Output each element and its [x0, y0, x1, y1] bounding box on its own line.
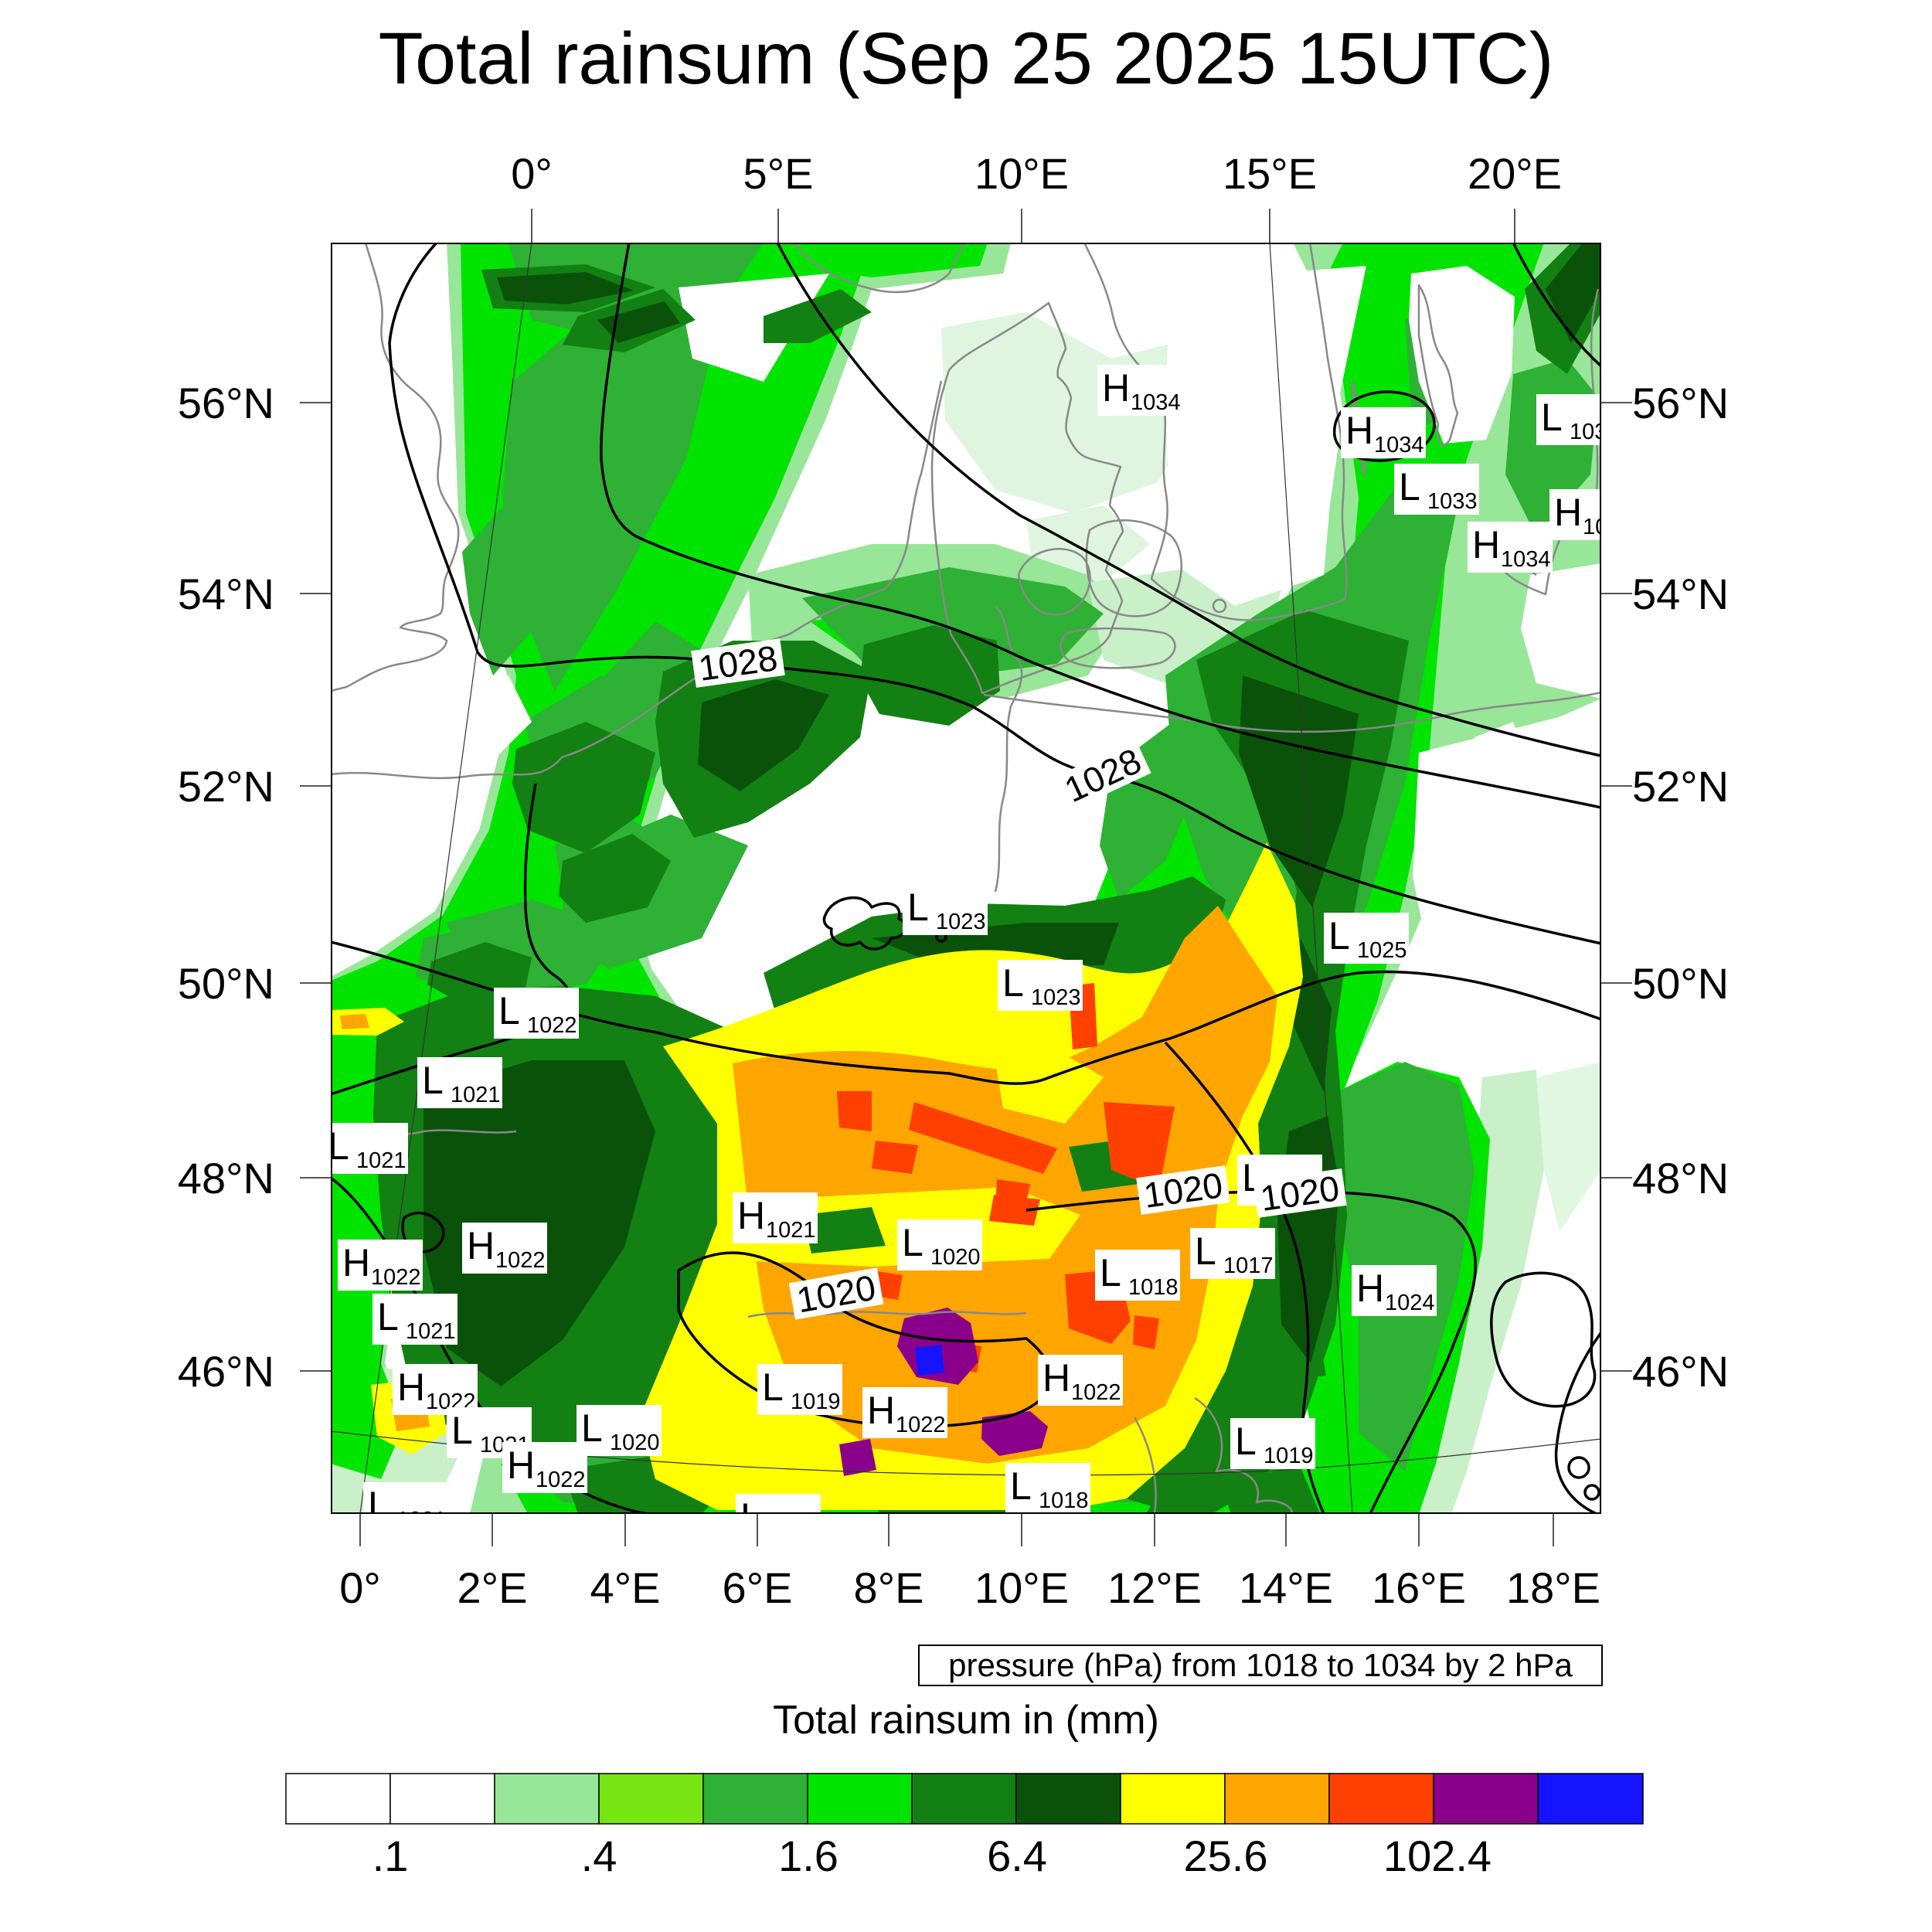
svg-text:1022: 1022: [1071, 1380, 1121, 1405]
svg-text:L: L: [368, 1484, 389, 1514]
svg-text:L: L: [377, 1295, 399, 1338]
svg-text:1023: 1023: [1031, 985, 1081, 1010]
svg-text:1017: 1017: [1223, 1253, 1274, 1278]
svg-text:1022: 1022: [896, 1413, 946, 1437]
svg-text:1020: 1020: [610, 1430, 660, 1455]
svg-text:H: H: [397, 1366, 425, 1409]
svg-text:1022: 1022: [495, 1248, 546, 1273]
svg-text:H: H: [1554, 491, 1582, 534]
svg-text:1021: 1021: [396, 1508, 447, 1514]
svg-text:L: L: [581, 1406, 603, 1450]
svg-text:L: L: [331, 1124, 349, 1168]
svg-text:L: L: [1195, 1230, 1216, 1273]
svg-text:H: H: [867, 1389, 895, 1432]
svg-text:1034: 1034: [1131, 390, 1181, 415]
svg-text:H: H: [1356, 1267, 1384, 1310]
svg-text:1023: 1023: [936, 910, 986, 934]
svg-text:1034: 1034: [1374, 433, 1424, 457]
svg-text:L: L: [762, 1366, 784, 1409]
svg-text:L: L: [422, 1059, 444, 1102]
svg-text:L: L: [1010, 1464, 1032, 1508]
svg-text:L: L: [907, 886, 929, 929]
svg-text:H: H: [737, 1194, 765, 1237]
svg-text:H: H: [1345, 409, 1373, 452]
svg-text:1024: 1024: [1385, 1291, 1435, 1315]
svg-text:1022: 1022: [536, 1468, 586, 1492]
svg-text:1021: 1021: [451, 1083, 501, 1107]
svg-text:L: L: [1235, 1420, 1257, 1463]
svg-text:H: H: [1102, 366, 1130, 410]
svg-text:H: H: [1043, 1356, 1070, 1400]
svg-text:H: H: [342, 1241, 370, 1284]
svg-text:L: L: [498, 989, 520, 1032]
svg-text:L: L: [1328, 914, 1350, 957]
svg-text:1021: 1021: [406, 1319, 456, 1344]
svg-text:1034: 1034: [1501, 547, 1551, 572]
svg-text:H: H: [507, 1444, 535, 1487]
svg-text:1033: 1033: [1427, 489, 1478, 514]
svg-text:H: H: [467, 1224, 495, 1267]
svg-text:1025: 1025: [1357, 938, 1407, 963]
svg-text:L: L: [451, 1409, 473, 1452]
svg-text:1022: 1022: [371, 1265, 421, 1290]
svg-text:1034: 1034: [1583, 515, 1601, 539]
svg-text:H: H: [1472, 523, 1500, 566]
svg-text:L: L: [902, 1221, 923, 1264]
svg-text:L: L: [1100, 1251, 1121, 1294]
svg-text:1021: 1021: [766, 1218, 816, 1243]
svg-text:L: L: [1002, 961, 1024, 1005]
svg-text:L: L: [1541, 396, 1563, 439]
svg-text:1034: 1034: [1570, 420, 1601, 444]
svg-text:1021: 1021: [356, 1148, 406, 1173]
svg-text:1020: 1020: [930, 1245, 981, 1270]
svg-text:1019: 1019: [791, 1389, 841, 1414]
svg-text:L: L: [1399, 465, 1420, 509]
svg-text:1019: 1019: [1264, 1444, 1314, 1468]
svg-text:1018: 1018: [1039, 1488, 1089, 1513]
svg-text:1022: 1022: [527, 1013, 577, 1038]
svg-text:L: L: [740, 1495, 762, 1514]
svg-text:1018: 1018: [1128, 1275, 1179, 1300]
